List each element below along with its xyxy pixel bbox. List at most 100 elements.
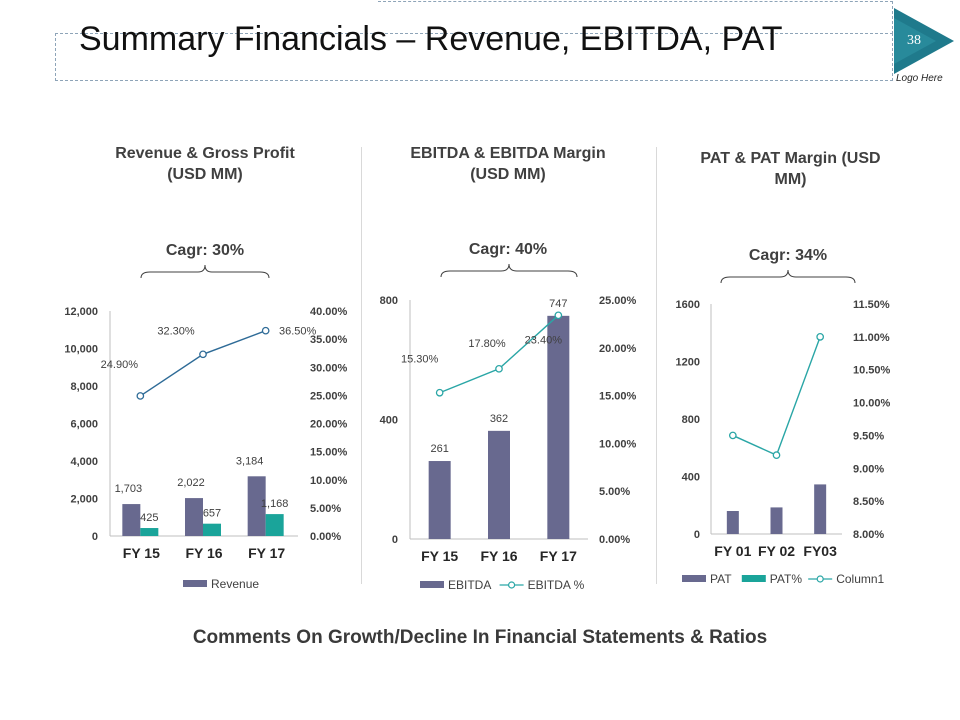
chart-1-right-tick-label: 20.00%	[310, 419, 348, 431]
chart-2-title: EBITDA & EBITDA Margin (USD MM)	[378, 143, 638, 185]
chart-2-bar	[428, 461, 451, 539]
chart-1-category-label: FY 16	[185, 545, 222, 561]
chart-3-brace-icon	[720, 269, 856, 284]
chart-3-left-tick-label: 400	[682, 472, 700, 484]
chart-1-left-tick-label: 6,000	[70, 419, 98, 431]
chart-2-legend-swatch	[420, 581, 444, 588]
chart-1-left-tick-label: 2,000	[70, 494, 98, 506]
chart-1-line-data-label: 36.50%	[279, 326, 317, 338]
chart-1-bar	[247, 476, 266, 536]
chart-1-right-tick-label: 30.00%	[310, 362, 348, 374]
chart-1-right-tick-label: 40.00%	[310, 306, 348, 318]
chart-1-bar	[203, 523, 221, 536]
chart-3-right-tick-label: 10.00%	[853, 398, 891, 410]
chart-2-title-line-1: EBITDA & EBITDA Margin	[410, 145, 606, 162]
chart-3-left-tick-label: 800	[682, 414, 700, 426]
chart-3-bar	[770, 507, 783, 534]
chart-3-category-label: FY03	[803, 543, 837, 559]
chart-1-title: Revenue & Gross Profit (USD MM)	[75, 143, 335, 185]
chart-1-bar	[265, 514, 284, 536]
chart-3-legend-label: PAT	[710, 572, 732, 586]
panel-divider-1	[361, 147, 362, 584]
chart-2-category-label: FY 16	[480, 548, 517, 564]
title-frame	[55, 33, 893, 81]
chart-1-left-tick-label: 10,000	[64, 344, 98, 356]
chart-3-right-tick-label: 9.50%	[853, 430, 884, 442]
chart-2-line-point	[554, 311, 563, 320]
chart-2-right-tick-label: 0.00%	[599, 534, 630, 546]
chart-3-title-line-2: MM)	[774, 171, 807, 188]
chart-2-bar-data-label: 747	[549, 298, 567, 310]
slide-number-badge-icon	[894, 8, 954, 74]
chart-2-brace-icon	[440, 263, 578, 278]
chart-2-legend-line-marker	[508, 581, 516, 589]
chart-1-line-series	[139, 330, 266, 397]
chart-1-right-tick-label: 35.00%	[310, 334, 348, 346]
chart-3-right-tick-label: 8.50%	[853, 496, 884, 508]
chart-2-line-point	[435, 388, 444, 397]
chart-3-right-tick-label: 11.00%	[853, 332, 890, 344]
chart-3-line-point	[772, 451, 781, 459]
chart-1-left-tick-label: 4,000	[70, 456, 98, 468]
chart-3-legend-label: PAT%	[770, 572, 803, 586]
chart-1-cagr: Cagr: 30%	[165, 242, 245, 259]
chart-3-bar	[726, 511, 739, 534]
chart-1-line-point	[136, 392, 145, 400]
chart-3-title: PAT & PAT Margin (USD MM)	[663, 148, 918, 190]
chart-2-bar	[488, 430, 510, 539]
chart-2-category-label: FY 15	[421, 548, 458, 564]
chart-3-right-tick-label: 8.00%	[853, 529, 884, 541]
chart-3-line-point	[728, 431, 737, 440]
chart-2-right-tick-label: 15.00%	[599, 391, 637, 403]
chart-3-right-tick-label: 11.50%	[853, 299, 890, 311]
chart-1-title-line-1: Revenue & Gross Profit	[115, 145, 295, 162]
chart-1-right-tick-label: 5.00%	[310, 503, 341, 515]
header-top-border	[378, 1, 893, 2]
chart-1-right-tick-label: 25.00%	[310, 390, 348, 402]
chart-1-right-tick-label: 0.00%	[310, 531, 341, 543]
chart-2-bar-data-label: 261	[430, 443, 448, 455]
panel-divider-2	[656, 147, 657, 584]
chart-3-legend-line-marker	[816, 575, 824, 583]
chart-1-line-point	[199, 350, 207, 359]
chart-1-bar-data-label: 657	[203, 508, 221, 520]
chart-3-left-tick-label: 0	[694, 529, 700, 541]
chart-2-left-tick-label: 400	[380, 415, 398, 427]
chart-1-bar-data-label: 425	[140, 512, 158, 524]
footer-title: Comments On Growth/Decline In Financial …	[192, 627, 768, 648]
header-right-border	[892, 1, 893, 34]
chart-3-legend-swatch	[682, 575, 706, 582]
chart-3-line-series	[732, 336, 821, 457]
chart-3-legend-label: Column1	[836, 572, 884, 586]
chart-2-legend-label: EBITDA %	[528, 578, 585, 592]
page-title: Summary Financials – Revenue, EBITDA, PA…	[79, 20, 783, 58]
chart-3-right-tick-label: 9.00%	[853, 463, 884, 475]
chart-2-left-tick-label: 0	[392, 534, 398, 546]
chart-1-category-label: FY 17	[248, 545, 285, 561]
chart-1-bar	[122, 504, 141, 536]
chart-1-line-data-label: 32.30%	[157, 325, 195, 337]
chart-1-brace-icon	[140, 264, 270, 279]
chart-1-right-tick-label: 15.00%	[310, 447, 348, 459]
chart-3-left-tick-label: 1600	[676, 299, 700, 311]
chart-1-bar-data-label: 3,184	[236, 455, 264, 467]
chart-3-line-point	[816, 333, 825, 341]
chart-2-right-tick-label: 10.00%	[599, 438, 637, 450]
chart-3-cagr: Cagr: 34%	[748, 247, 828, 264]
chart-2-line-point	[495, 364, 503, 373]
chart-1-legend-label: Revenue	[211, 577, 259, 591]
chart-1-left-tick-label: 12,000	[64, 306, 98, 318]
chart-3-right-tick-label: 10.50%	[853, 365, 891, 377]
chart-2-left-tick-label: 800	[380, 295, 398, 307]
chart-1-category-label: FY 15	[123, 545, 160, 561]
chart-3-title-line-1: PAT & PAT Margin (USD	[700, 150, 881, 167]
chart-1-left-tick-label: 0	[92, 531, 98, 543]
chart-3-category-label: FY 01	[714, 543, 751, 559]
chart-1-line-point	[261, 326, 270, 335]
chart-2-bar-data-label: 362	[490, 413, 508, 425]
chart-2-legend-label: EBITDA	[448, 578, 491, 592]
chart-2-category-label: FY 17	[540, 548, 577, 564]
chart-2-right-tick-label: 20.00%	[599, 343, 637, 355]
chart-2-bar	[547, 315, 570, 539]
chart-2-title-line-2: (USD MM)	[470, 166, 546, 183]
